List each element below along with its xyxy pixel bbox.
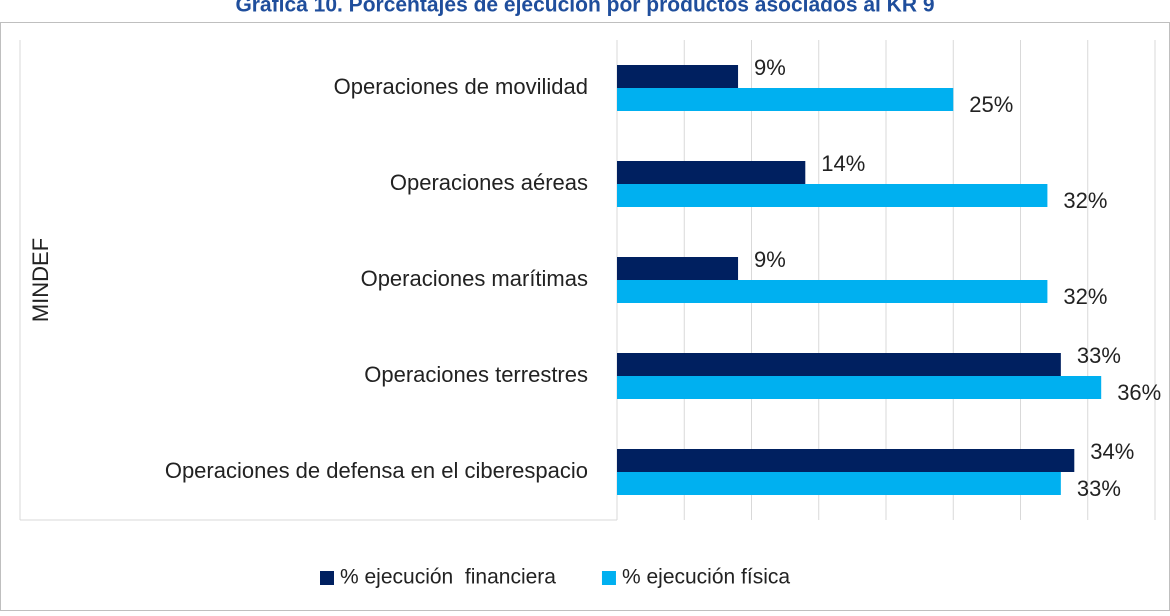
bar: [617, 65, 739, 88]
bar: [617, 280, 1048, 303]
bar: [617, 376, 1102, 399]
data-label: 14%: [821, 151, 865, 176]
data-label: 32%: [1063, 284, 1107, 309]
legend-swatch: [320, 571, 334, 585]
data-label: 33%: [1077, 476, 1121, 501]
data-label: 36%: [1117, 380, 1161, 405]
y-tick-label: Operaciones de defensa en el ciberespaci…: [165, 458, 588, 483]
data-label: 33%: [1077, 343, 1121, 368]
y-tick-label: Operaciones marítimas: [361, 266, 588, 291]
data-label: 9%: [754, 55, 786, 80]
bar: [617, 161, 806, 184]
data-label: 9%: [754, 247, 786, 272]
y-axis-label: MINDEF: [28, 238, 53, 322]
legend-swatch: [601, 571, 616, 585]
data-label: 32%: [1063, 188, 1107, 213]
bar: [617, 184, 1048, 207]
bar: [617, 88, 954, 111]
bar: [617, 449, 1075, 472]
y-tick-label: Operaciones de movilidad: [334, 74, 588, 99]
bar: [617, 353, 1061, 376]
y-tick-label: Operaciones terrestres: [364, 362, 588, 387]
chart-title: Gráfica 10. Porcentajes de ejecución por…: [235, 0, 934, 17]
data-label: 34%: [1090, 439, 1134, 464]
legend-label: % ejecución física: [622, 566, 790, 589]
legend-label: % ejecución financiera: [340, 566, 556, 589]
y-tick-label: Operaciones aéreas: [390, 170, 588, 195]
data-label: 25%: [969, 92, 1013, 117]
bar: [617, 257, 739, 280]
bar: [617, 472, 1061, 495]
